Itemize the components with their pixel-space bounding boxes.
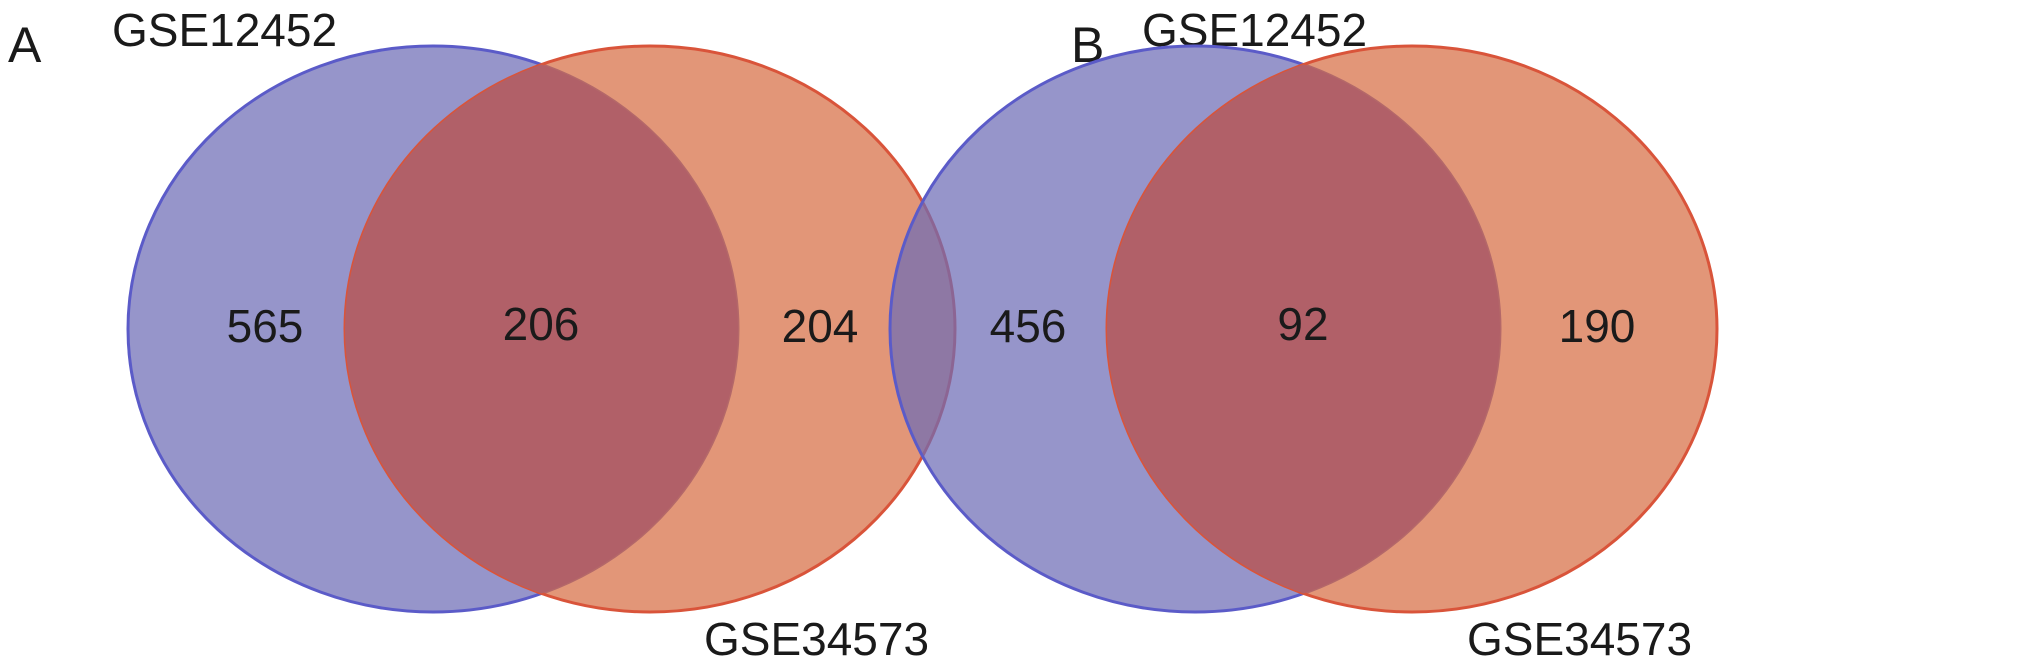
- intersection-region-a: [345, 46, 738, 612]
- set-label-right-b: GSE34573: [1467, 613, 1692, 665]
- count-right-only-a: 204: [782, 300, 859, 352]
- count-left-only-a: 565: [227, 300, 304, 352]
- count-intersection-b: 92: [1277, 298, 1328, 350]
- count-left-only-b: 456: [990, 300, 1067, 352]
- venn-panel-a: A GSE12452 565 206 204 GSE34573: [8, 4, 957, 665]
- count-intersection-a: 206: [503, 298, 580, 350]
- intersection-region-b: [1107, 46, 1500, 612]
- set-label-right-a: GSE34573: [704, 613, 929, 665]
- venn-panel-b: B GSE12452 456 92 190 GSE34573: [888, 4, 1719, 665]
- panel-letter-a: A: [8, 17, 42, 73]
- set-label-left-a: GSE12452: [112, 4, 337, 56]
- count-right-only-b: 190: [1559, 300, 1636, 352]
